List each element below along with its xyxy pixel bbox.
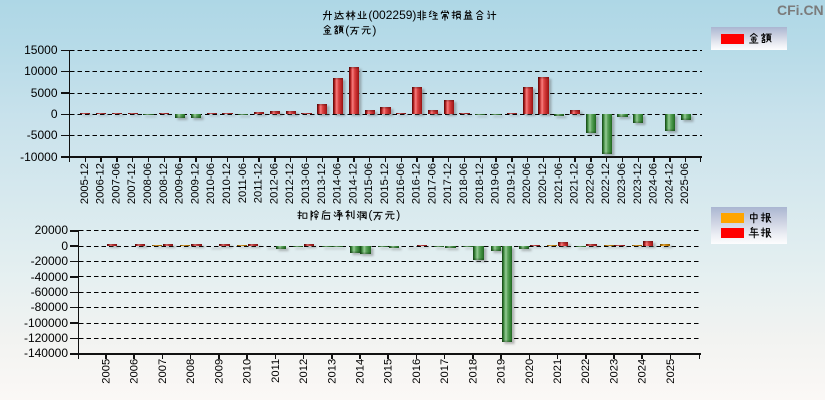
svg-text:): )	[396, 208, 400, 222]
svg-text:(: (	[368, 208, 372, 222]
svg-text:(002259): (002259)	[368, 7, 416, 21]
svg-text:(: (	[345, 23, 349, 37]
svg-text:): )	[372, 23, 376, 37]
